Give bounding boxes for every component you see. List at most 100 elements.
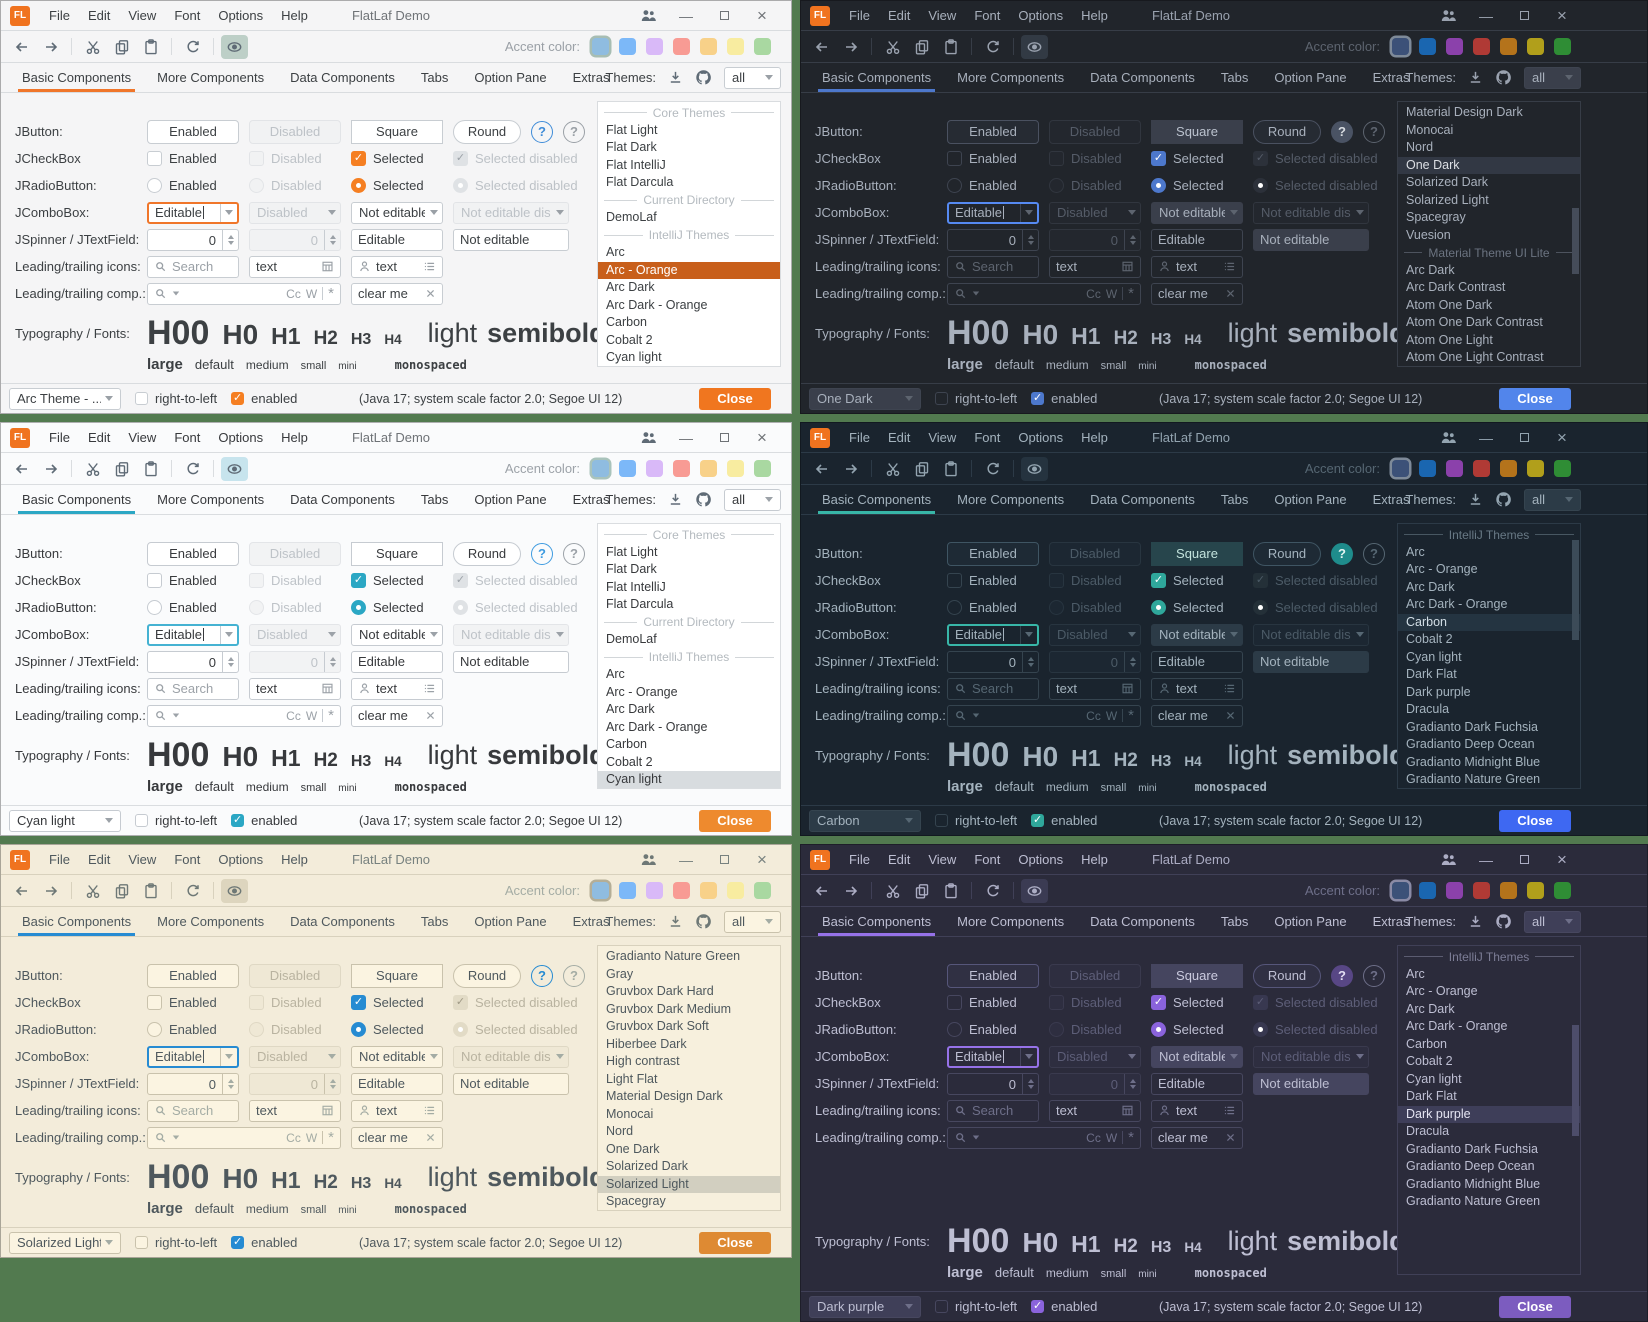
- tab-data-components[interactable]: Data Components: [1090, 492, 1195, 507]
- spinner-up-icon[interactable]: [227, 656, 234, 661]
- theme-item[interactable]: Material Design Dark: [1406, 105, 1523, 119]
- text-input-user[interactable]: text: [1151, 677, 1243, 700]
- enabled-checkbox[interactable]: enabled: [231, 391, 297, 406]
- accent-swatch[interactable]: [1473, 460, 1490, 477]
- theme-item[interactable]: Arc: [1406, 544, 1425, 559]
- help-button[interactable]: ?: [531, 542, 553, 565]
- theme-item[interactable]: Arc Dark: [606, 280, 655, 294]
- table-icon[interactable]: [321, 260, 334, 273]
- menu-edit[interactable]: Edit: [887, 430, 911, 445]
- menu-view[interactable]: View: [928, 852, 957, 867]
- textfield-editable[interactable]: Editable: [351, 650, 443, 673]
- theme-item[interactable]: Arc Dark: [1406, 262, 1455, 277]
- text-input-user[interactable]: text: [351, 677, 443, 700]
- minimize-button[interactable]: —: [679, 851, 693, 868]
- refresh-icon[interactable]: [179, 457, 206, 481]
- clear-me-input[interactable]: clear me: [1151, 1126, 1243, 1149]
- close-button[interactable]: Close: [1499, 387, 1571, 410]
- spinner-up-icon[interactable]: [227, 1078, 234, 1083]
- accent-swatch[interactable]: [754, 38, 771, 55]
- text-input-calendar[interactable]: text: [1049, 1099, 1141, 1122]
- table-icon[interactable]: [321, 1104, 334, 1117]
- accent-swatch[interactable]: [1419, 38, 1436, 55]
- list-icon[interactable]: [423, 682, 436, 695]
- help-button-outline[interactable]: ?: [1363, 964, 1385, 987]
- accent-swatch[interactable]: [1500, 38, 1517, 55]
- theme-item[interactable]: Nord: [1406, 140, 1434, 154]
- cut-icon[interactable]: [879, 879, 906, 903]
- chevron-down-icon[interactable]: [972, 291, 980, 296]
- accent-swatch[interactable]: [673, 460, 690, 477]
- radio-enabled[interactable]: [147, 178, 162, 193]
- accent-swatch[interactable]: [700, 38, 717, 55]
- radio-enabled[interactable]: [947, 178, 962, 193]
- cut-icon[interactable]: [879, 35, 906, 59]
- accent-swatch[interactable]: [1392, 38, 1409, 55]
- combobox-editable[interactable]: Editable: [947, 201, 1039, 224]
- menu-options[interactable]: Options: [1018, 430, 1064, 445]
- forward-icon[interactable]: [837, 879, 864, 903]
- help-button[interactable]: ?: [1331, 964, 1353, 987]
- menu-file[interactable]: File: [849, 852, 870, 867]
- clear-me-input[interactable]: clear me: [1151, 704, 1243, 727]
- accent-swatch[interactable]: [619, 38, 636, 55]
- tab-basic-components[interactable]: Basic Components: [809, 485, 944, 514]
- theme-selector[interactable]: Dark purple: [809, 1295, 921, 1318]
- theme-item[interactable]: Flat Light: [606, 544, 658, 559]
- help-button-outline[interactable]: ?: [563, 542, 585, 565]
- clear-icon[interactable]: [425, 710, 436, 721]
- theme-item[interactable]: Monocai: [1406, 122, 1454, 137]
- accent-swatch[interactable]: [1419, 460, 1436, 477]
- textfield-editable[interactable]: Editable: [351, 228, 443, 251]
- cut-icon[interactable]: [79, 457, 106, 481]
- square-button[interactable]: Square: [351, 541, 443, 566]
- paste-icon[interactable]: [937, 35, 964, 59]
- regex-icon[interactable]: *: [1128, 706, 1134, 724]
- theme-item[interactable]: Arc Dark - Orange: [1406, 1019, 1508, 1033]
- tab-extras[interactable]: Extras: [1372, 70, 1410, 85]
- theme-item[interactable]: Gradianto Dark Fuchsia: [1406, 719, 1539, 734]
- theme-item[interactable]: Cyan light: [1406, 1071, 1462, 1086]
- tab-data-components[interactable]: Data Components: [290, 70, 395, 85]
- theme-item[interactable]: Atom One Light Contrast: [1406, 350, 1544, 364]
- whole-words-icon[interactable]: W: [305, 708, 318, 723]
- menu-font[interactable]: Font: [174, 8, 201, 23]
- list-icon[interactable]: [423, 260, 436, 273]
- accent-swatch[interactable]: [673, 38, 690, 55]
- theme-item[interactable]: Arc: [606, 667, 625, 681]
- tab-basic-components[interactable]: Basic Components: [809, 63, 944, 92]
- list-icon[interactable]: [1223, 1104, 1236, 1117]
- square-button[interactable]: Square: [351, 963, 443, 988]
- accent-swatch[interactable]: [1554, 882, 1571, 899]
- menu-file[interactable]: File: [849, 8, 870, 23]
- theme-item[interactable]: Arc Dark - Orange: [606, 297, 708, 312]
- theme-item[interactable]: Arc - Orange: [1406, 984, 1478, 998]
- theme-selector[interactable]: Cyan light: [9, 809, 121, 832]
- accent-swatch[interactable]: [1500, 882, 1517, 899]
- copy-icon[interactable]: [108, 35, 135, 59]
- theme-item[interactable]: Nord: [606, 1124, 634, 1138]
- radio-selected[interactable]: [1151, 1022, 1166, 1037]
- radio-selected[interactable]: [1151, 178, 1166, 193]
- forward-icon[interactable]: [37, 457, 64, 481]
- combobox-not-editable[interactable]: Not editable: [1151, 1045, 1243, 1068]
- inspect-eye-icon[interactable]: [221, 34, 248, 59]
- theme-item[interactable]: Cobalt 2: [606, 754, 653, 769]
- spinner[interactable]: 0: [147, 650, 239, 673]
- theme-item[interactable]: Gradianto Midnight Blue: [1406, 1176, 1541, 1191]
- github-icon[interactable]: [1495, 913, 1512, 930]
- search-icon[interactable]: [154, 1131, 167, 1144]
- theme-item[interactable]: Dracula: [1406, 1124, 1450, 1138]
- minimize-button[interactable]: —: [679, 429, 693, 446]
- theme-item[interactable]: Solarized Dark: [1406, 175, 1488, 189]
- maximize-button[interactable]: [1505, 845, 1543, 874]
- accent-swatch[interactable]: [592, 882, 609, 899]
- combobox-editable[interactable]: Editable: [147, 1045, 239, 1068]
- tab-more-components[interactable]: More Components: [157, 70, 265, 85]
- checkbox-enabled[interactable]: [147, 573, 162, 588]
- match-case-icon[interactable]: Cc: [286, 286, 301, 301]
- accent-swatch[interactable]: [700, 882, 717, 899]
- search-icon[interactable]: [954, 1131, 967, 1144]
- close-button[interactable]: Close: [1499, 1295, 1571, 1318]
- radio-enabled[interactable]: [947, 1022, 962, 1037]
